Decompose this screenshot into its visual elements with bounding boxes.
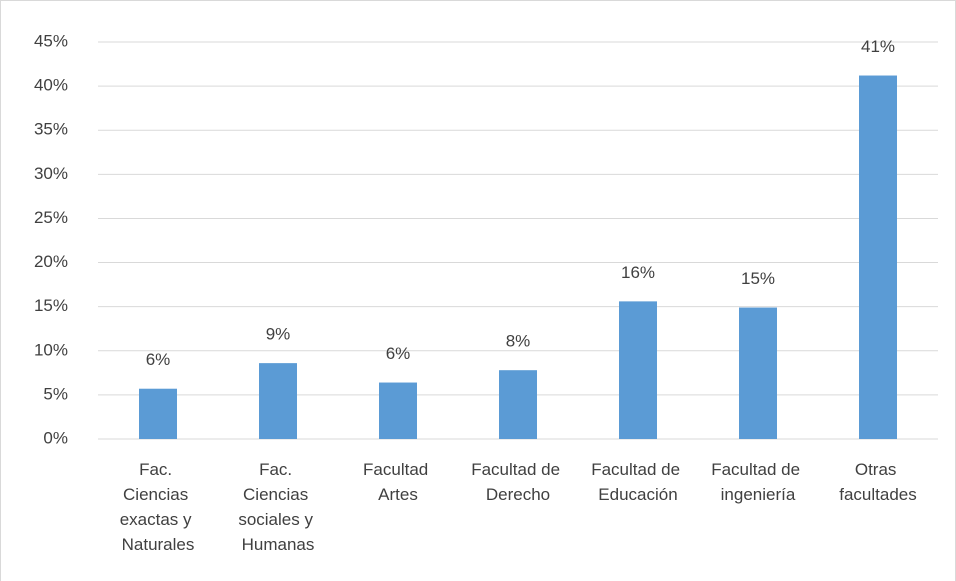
- y-tick-label: 40%: [34, 76, 68, 95]
- data-label: 15%: [741, 269, 775, 288]
- x-tick-label: Fac. Ciencias exactas y Naturales: [120, 460, 197, 554]
- y-tick-label: 15%: [34, 296, 68, 315]
- bar: [859, 75, 897, 439]
- y-tick-label: 10%: [34, 340, 68, 359]
- x-tick-label: Facultad de Educación: [591, 460, 685, 504]
- y-tick-label: 5%: [43, 384, 68, 403]
- bar: [139, 388, 177, 439]
- bar: [739, 307, 777, 439]
- data-label: 6%: [386, 344, 411, 363]
- data-label: 6%: [146, 350, 171, 369]
- data-label: 8%: [506, 332, 531, 351]
- bar: [379, 382, 417, 439]
- bar: [619, 301, 657, 439]
- y-tick-label: 25%: [34, 208, 68, 227]
- y-tick-label: 35%: [34, 120, 68, 139]
- y-tick-label: 20%: [34, 252, 68, 271]
- bar: [259, 363, 297, 439]
- x-tick-label: Facultad de ingeniería: [711, 460, 805, 504]
- data-label: 16%: [621, 263, 655, 282]
- x-tick-label: Facultad Artes: [363, 460, 433, 504]
- x-tick-label: Otras facultades: [839, 460, 917, 504]
- data-label: 9%: [266, 325, 291, 344]
- y-tick-label: 45%: [34, 31, 68, 50]
- y-tick-label: 0%: [43, 428, 68, 447]
- bar: [499, 370, 537, 439]
- x-tick-label: Facultad de Derecho: [471, 460, 565, 504]
- x-tick-label: Fac. Ciencias sociales y Humanas: [238, 460, 317, 554]
- data-label: 41%: [861, 37, 895, 56]
- y-tick-label: 30%: [34, 164, 68, 183]
